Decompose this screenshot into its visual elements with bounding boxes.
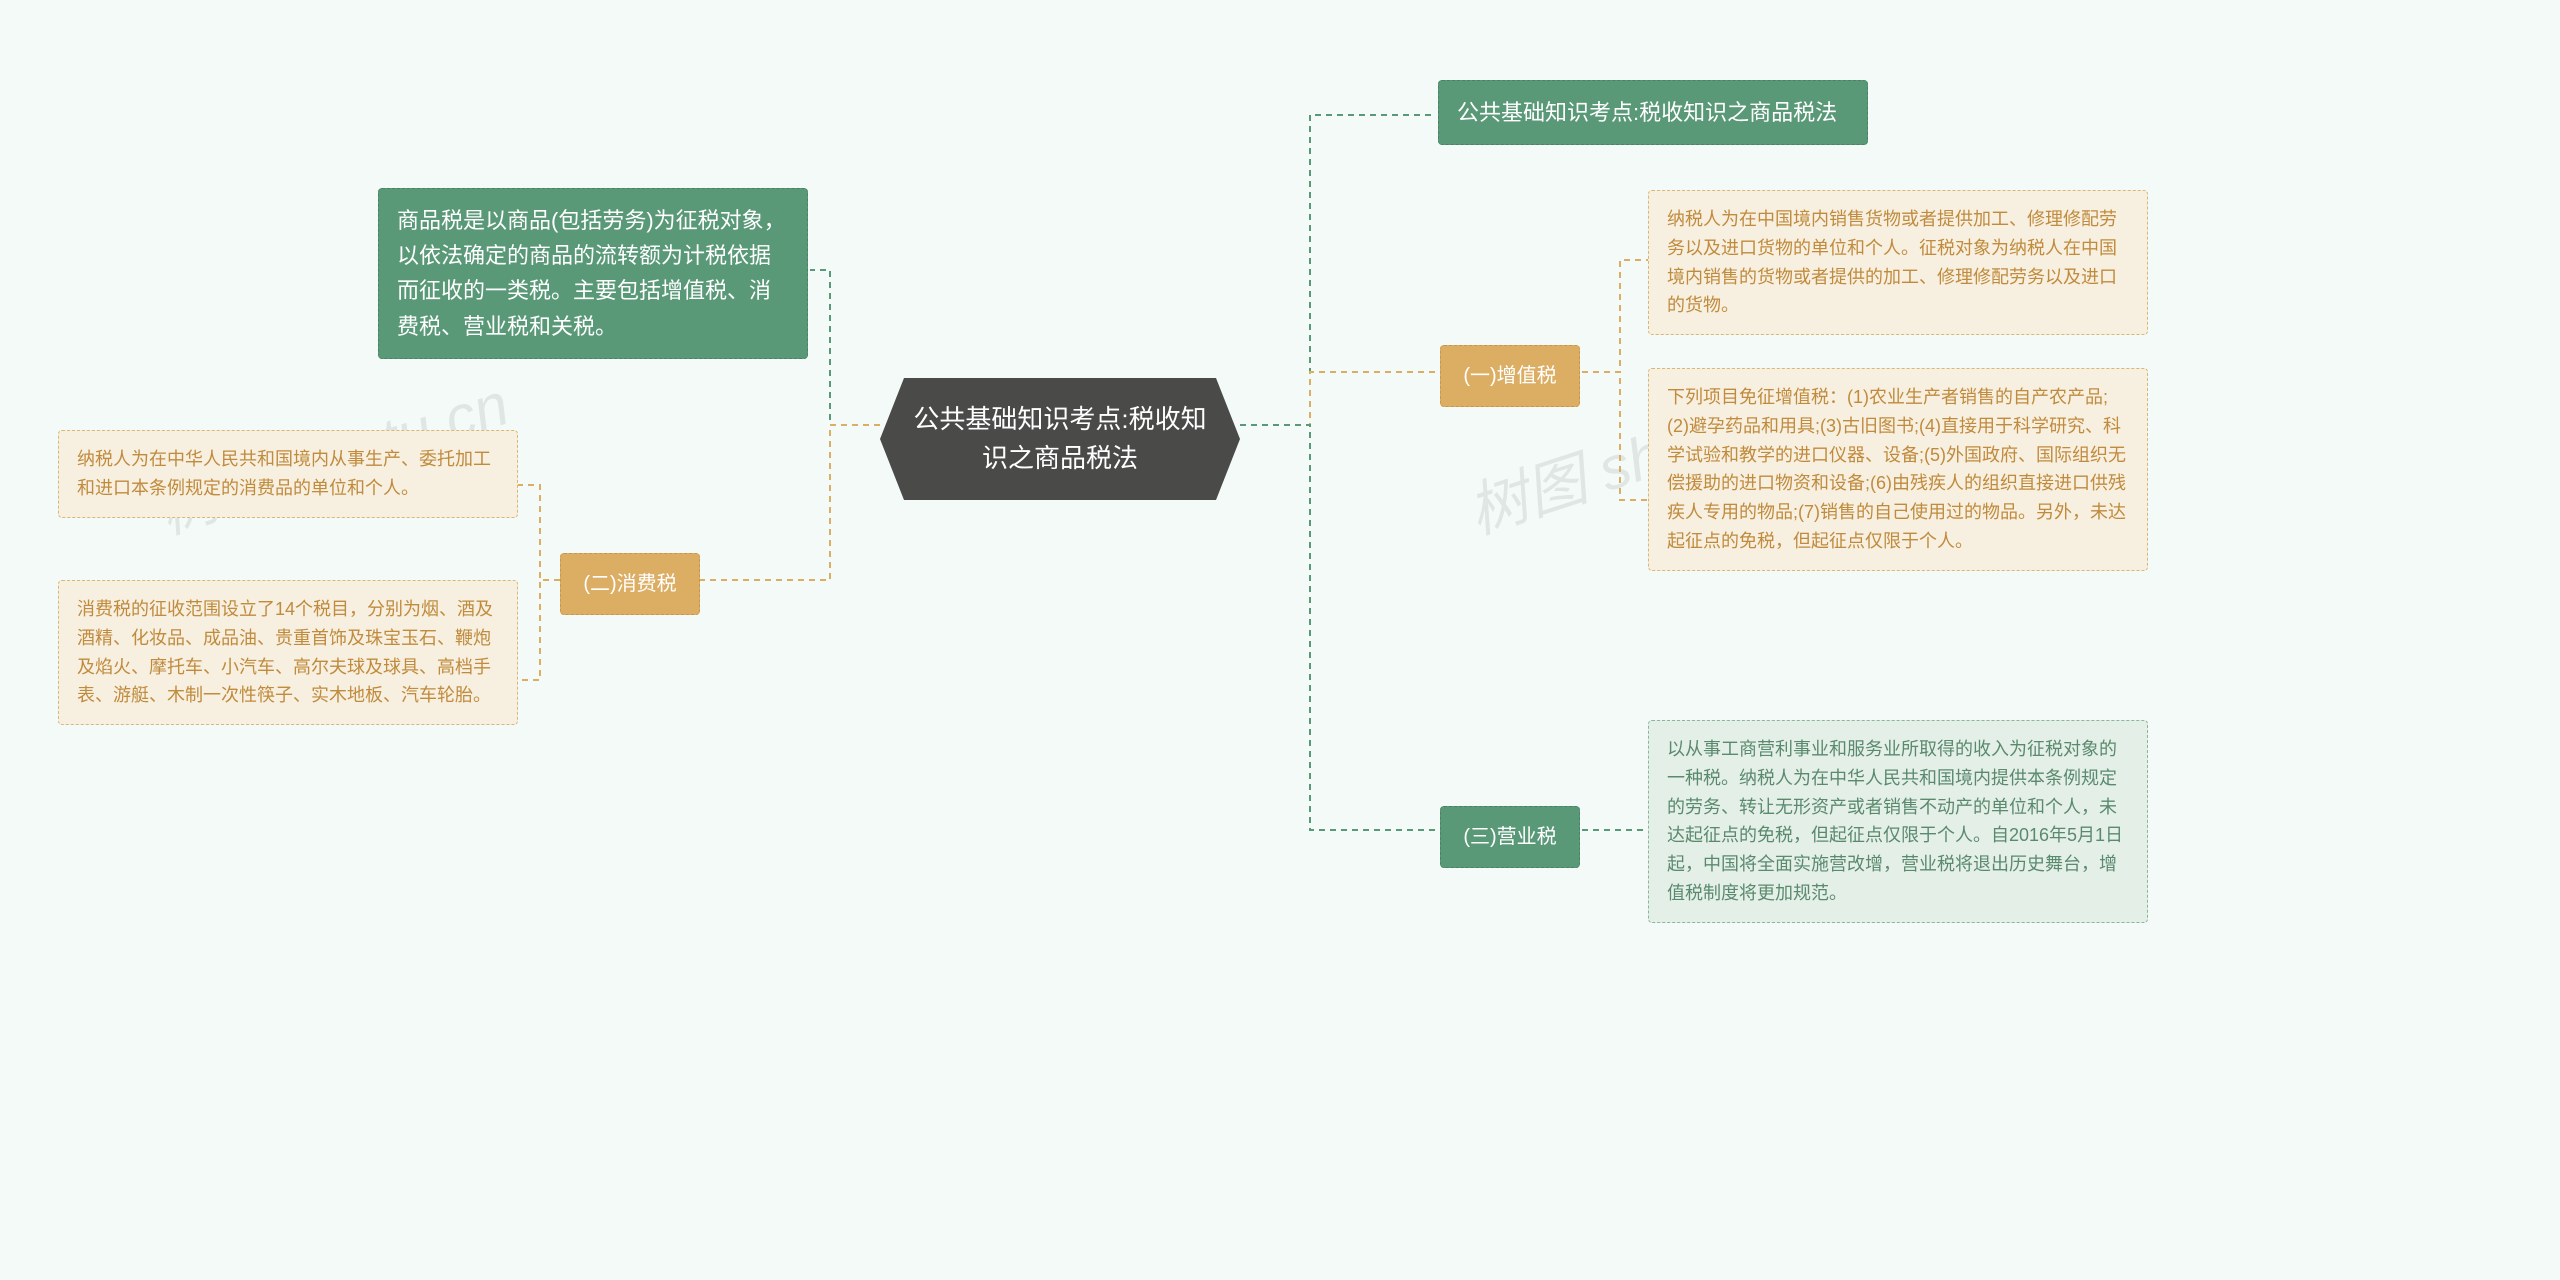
- center-topic[interactable]: 公共基础知识考点:税收知识之商品税法: [880, 378, 1240, 500]
- connector: [700, 425, 880, 580]
- biz-tax-detail[interactable]: 以从事工商营利事业和服务业所取得的收入为征税对象的一种税。纳税人为在中华人民共和…: [1648, 720, 2148, 923]
- biz-tax-label[interactable]: (三)营业税: [1440, 806, 1580, 868]
- intro-node[interactable]: 商品税是以商品(包括劳务)为征税对象，以依法确定的商品的流转额为计税依据而征收的…: [378, 188, 808, 359]
- connector: [810, 270, 880, 425]
- consumption-label[interactable]: (二)消费税: [560, 553, 700, 615]
- connector: [1240, 425, 1438, 830]
- connector: [1582, 372, 1648, 500]
- vat-detail-1[interactable]: 纳税人为在中国境内销售货物或者提供加工、修理修配劳务以及进口货物的单位和个人。征…: [1648, 190, 2148, 335]
- connector: [518, 485, 560, 580]
- connector: [1240, 115, 1436, 425]
- consumption-detail-2[interactable]: 消费税的征收范围设立了14个税目，分别为烟、酒及酒精、化妆品、成品油、贵重首饰及…: [58, 580, 518, 725]
- vat-detail-2[interactable]: 下列项目免征增值税：(1)农业生产者销售的自产农产品;(2)避孕药品和用具;(3…: [1648, 368, 2148, 571]
- connector: [518, 580, 560, 680]
- connector: [1240, 372, 1438, 425]
- consumption-detail-1[interactable]: 纳税人为在中华人民共和国境内从事生产、委托加工和进口本条例规定的消费品的单位和个…: [58, 430, 518, 518]
- title-repeat-node[interactable]: 公共基础知识考点:税收知识之商品税法: [1438, 80, 1868, 145]
- vat-label[interactable]: (一)增值税: [1440, 345, 1580, 407]
- connector: [1582, 260, 1648, 372]
